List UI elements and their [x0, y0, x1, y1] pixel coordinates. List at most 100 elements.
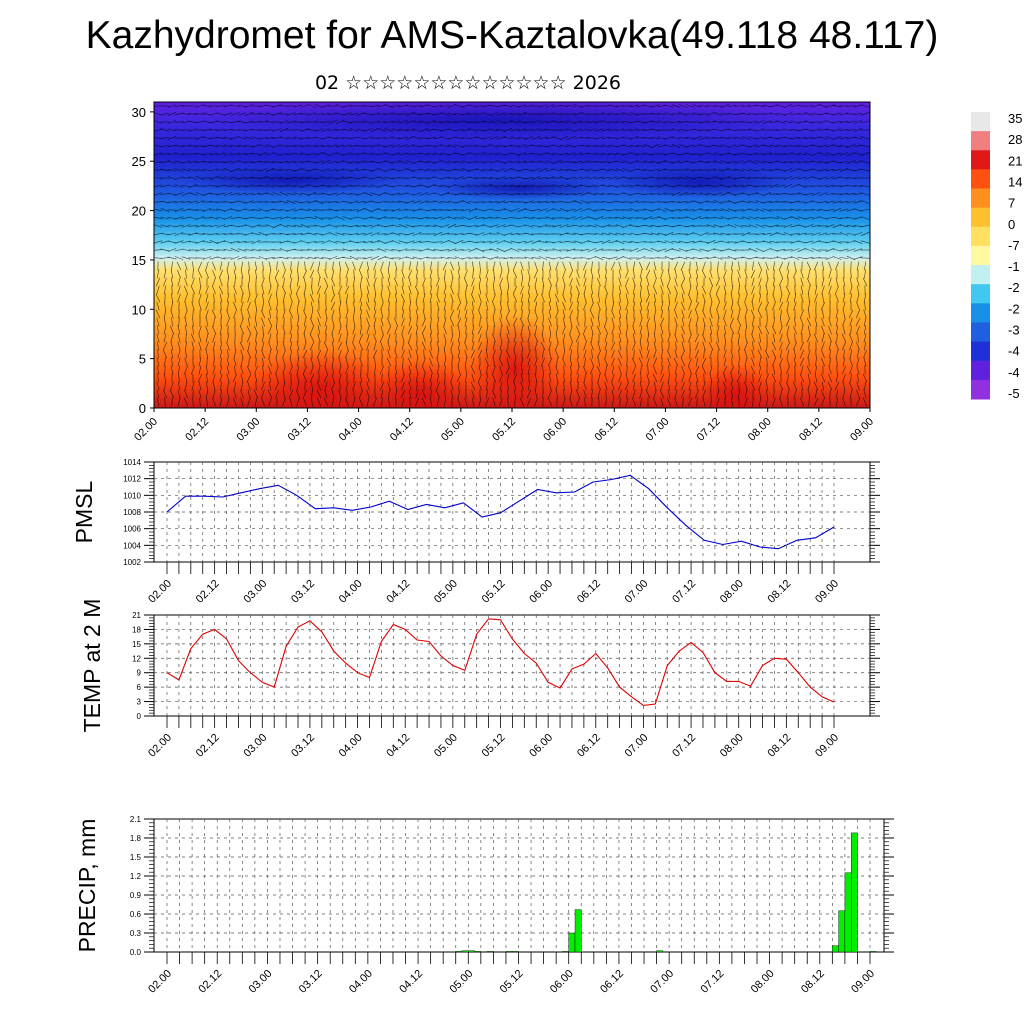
- wind-barb: [454, 249, 464, 251]
- wind-barb: [296, 397, 300, 407]
- wind-barb: [752, 341, 754, 351]
- wind-barb: [286, 192, 296, 196]
- colorbar-swatch: [971, 188, 990, 209]
- wind-barb: [240, 301, 244, 311]
- wind-barb: [415, 309, 419, 319]
- wind-barb: [842, 309, 846, 319]
- wind-barb: [342, 129, 352, 131]
- wind-barb: [226, 333, 230, 343]
- wind-barb: [167, 201, 177, 203]
- wind-barb: [639, 349, 643, 359]
- wind-barb: [839, 208, 849, 212]
- wind-barb: [552, 193, 562, 195]
- colorbar-label: -4: [1008, 365, 1020, 380]
- wind-barb: [605, 269, 607, 279]
- wind-barb: [797, 248, 807, 252]
- wind-barb: [356, 160, 366, 164]
- wind-barb: [324, 309, 328, 319]
- wind-barb: [237, 136, 247, 140]
- wind-barb: [744, 269, 748, 279]
- x-tick-label: 03.00: [241, 578, 269, 606]
- wind-barb: [825, 224, 835, 228]
- wind-barb: [241, 309, 243, 319]
- x-tick-label: 06.12: [592, 416, 620, 444]
- wind-barb: [573, 128, 583, 132]
- wind-barb: [608, 129, 618, 131]
- wind-barb: [195, 200, 205, 204]
- wind-barb: [447, 240, 457, 244]
- wind-barb: [335, 176, 345, 180]
- wind-barb: [594, 256, 604, 260]
- wind-barb: [605, 397, 607, 407]
- wind-barb: [692, 216, 702, 220]
- wind-barb: [440, 201, 450, 203]
- wind-barb: [220, 309, 222, 319]
- wind-barb: [639, 277, 643, 287]
- wind-barb: [457, 293, 461, 303]
- wind-barb: [274, 269, 280, 279]
- wind-barb: [797, 209, 807, 211]
- wind-barb: [157, 349, 159, 359]
- wind-barb: [251, 153, 261, 155]
- wind-barb: [570, 381, 572, 391]
- wind-barb: [360, 325, 362, 335]
- wind-barb: [639, 261, 643, 271]
- wind-barb: [468, 113, 478, 115]
- wind-barb: [174, 152, 184, 156]
- wind-barb: [814, 373, 818, 383]
- wind-barb: [307, 152, 317, 156]
- wind-barb: [184, 285, 188, 295]
- wind-barb: [288, 309, 294, 319]
- wind-barb: [155, 293, 161, 303]
- wind-barb: [227, 293, 229, 303]
- wind-barb: [297, 301, 299, 311]
- wind-barb: [261, 381, 265, 391]
- wind-barb: [716, 341, 720, 351]
- wind-barb: [787, 301, 789, 311]
- wind-barb: [664, 208, 674, 212]
- wind-barb: [772, 333, 776, 343]
- wind-barb: [451, 301, 453, 311]
- wind-barb: [685, 161, 695, 163]
- wind-barb: [230, 176, 240, 180]
- wind-barb: [470, 349, 476, 359]
- wind-barb: [489, 184, 499, 188]
- wind-barb: [475, 217, 485, 219]
- wind-barb: [808, 357, 810, 367]
- wind-barb: [639, 397, 643, 407]
- wind-barb: [757, 309, 763, 319]
- wind-barb: [317, 357, 321, 367]
- wind-barb: [283, 389, 285, 399]
- wind-barb: [363, 184, 373, 188]
- wind-barb: [328, 168, 338, 172]
- wind-barb: [825, 184, 835, 188]
- wind-barb: [751, 293, 755, 303]
- wind-barb: [682, 397, 684, 407]
- wind-barb: [478, 301, 482, 311]
- wind-barb: [618, 333, 622, 343]
- wind-barb: [426, 161, 436, 163]
- wind-barb: [783, 184, 793, 188]
- wind-barb: [685, 104, 695, 108]
- wind-barb: [569, 317, 573, 327]
- wind-barb: [653, 389, 657, 399]
- wind-barb: [251, 169, 261, 171]
- wind-barb: [202, 153, 212, 155]
- wind-barb: [331, 317, 335, 327]
- wind-barb: [450, 293, 454, 303]
- wind-barb: [583, 285, 587, 295]
- wind-barb: [240, 397, 244, 407]
- wind-barb: [706, 185, 716, 187]
- wind-barb: [650, 217, 660, 219]
- x-tick-label: 08.00: [746, 416, 774, 444]
- wind-barb: [811, 240, 821, 244]
- wind-barb: [755, 241, 765, 243]
- wind-barb: [811, 232, 821, 236]
- wind-barb: [552, 120, 562, 124]
- wind-barb: [300, 144, 310, 148]
- wind-barb: [583, 333, 587, 343]
- wind-barb: [790, 233, 800, 235]
- wind-barb: [545, 176, 555, 180]
- wind-barb: [328, 216, 338, 220]
- wind-barb: [422, 373, 426, 383]
